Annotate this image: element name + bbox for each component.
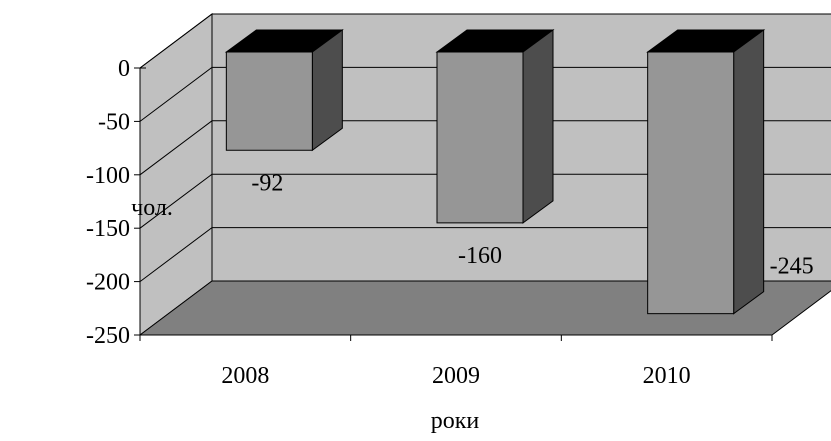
gridline [139, 13, 831, 69]
bar-side [522, 29, 554, 224]
bar-front [647, 51, 735, 315]
bar [646, 29, 766, 315]
gridline [139, 227, 831, 283]
bar [435, 29, 555, 224]
x-tick-label: 2009 [432, 363, 480, 389]
bar-side [733, 29, 765, 315]
data-label: -160 [458, 243, 502, 269]
gridline [139, 120, 831, 176]
bar-front [436, 51, 524, 224]
y-tick-label: -150 [86, 216, 130, 242]
y-axis-title: чол. [131, 195, 173, 221]
data-label: -92 [251, 170, 283, 196]
bar-front [225, 51, 313, 151]
gridline [139, 66, 831, 122]
y-tick-label: -200 [86, 270, 130, 296]
y-tick-label: -50 [98, 109, 130, 135]
y-tick-label: 0 [118, 56, 130, 82]
data-label: -245 [770, 254, 814, 280]
gridline [139, 173, 831, 229]
y-tick-label: -100 [86, 163, 130, 189]
gridlines [139, 13, 831, 283]
y-tick-label: -250 [86, 323, 130, 349]
x-axis-ticks: 2008 2009 2010 [139, 335, 773, 389]
y-axis-ticks: 0 -50 -100 -150 -200 -250 [86, 56, 140, 349]
x-tick-label: 2008 [221, 363, 269, 389]
bars [224, 29, 766, 315]
x-axis-title: роки [431, 408, 480, 434]
x-tick-label: 2010 [643, 363, 691, 389]
data-labels: -92 -160 -245 [251, 170, 813, 279]
side-wall [139, 13, 213, 336]
bar [224, 29, 344, 152]
axes [139, 67, 772, 336]
